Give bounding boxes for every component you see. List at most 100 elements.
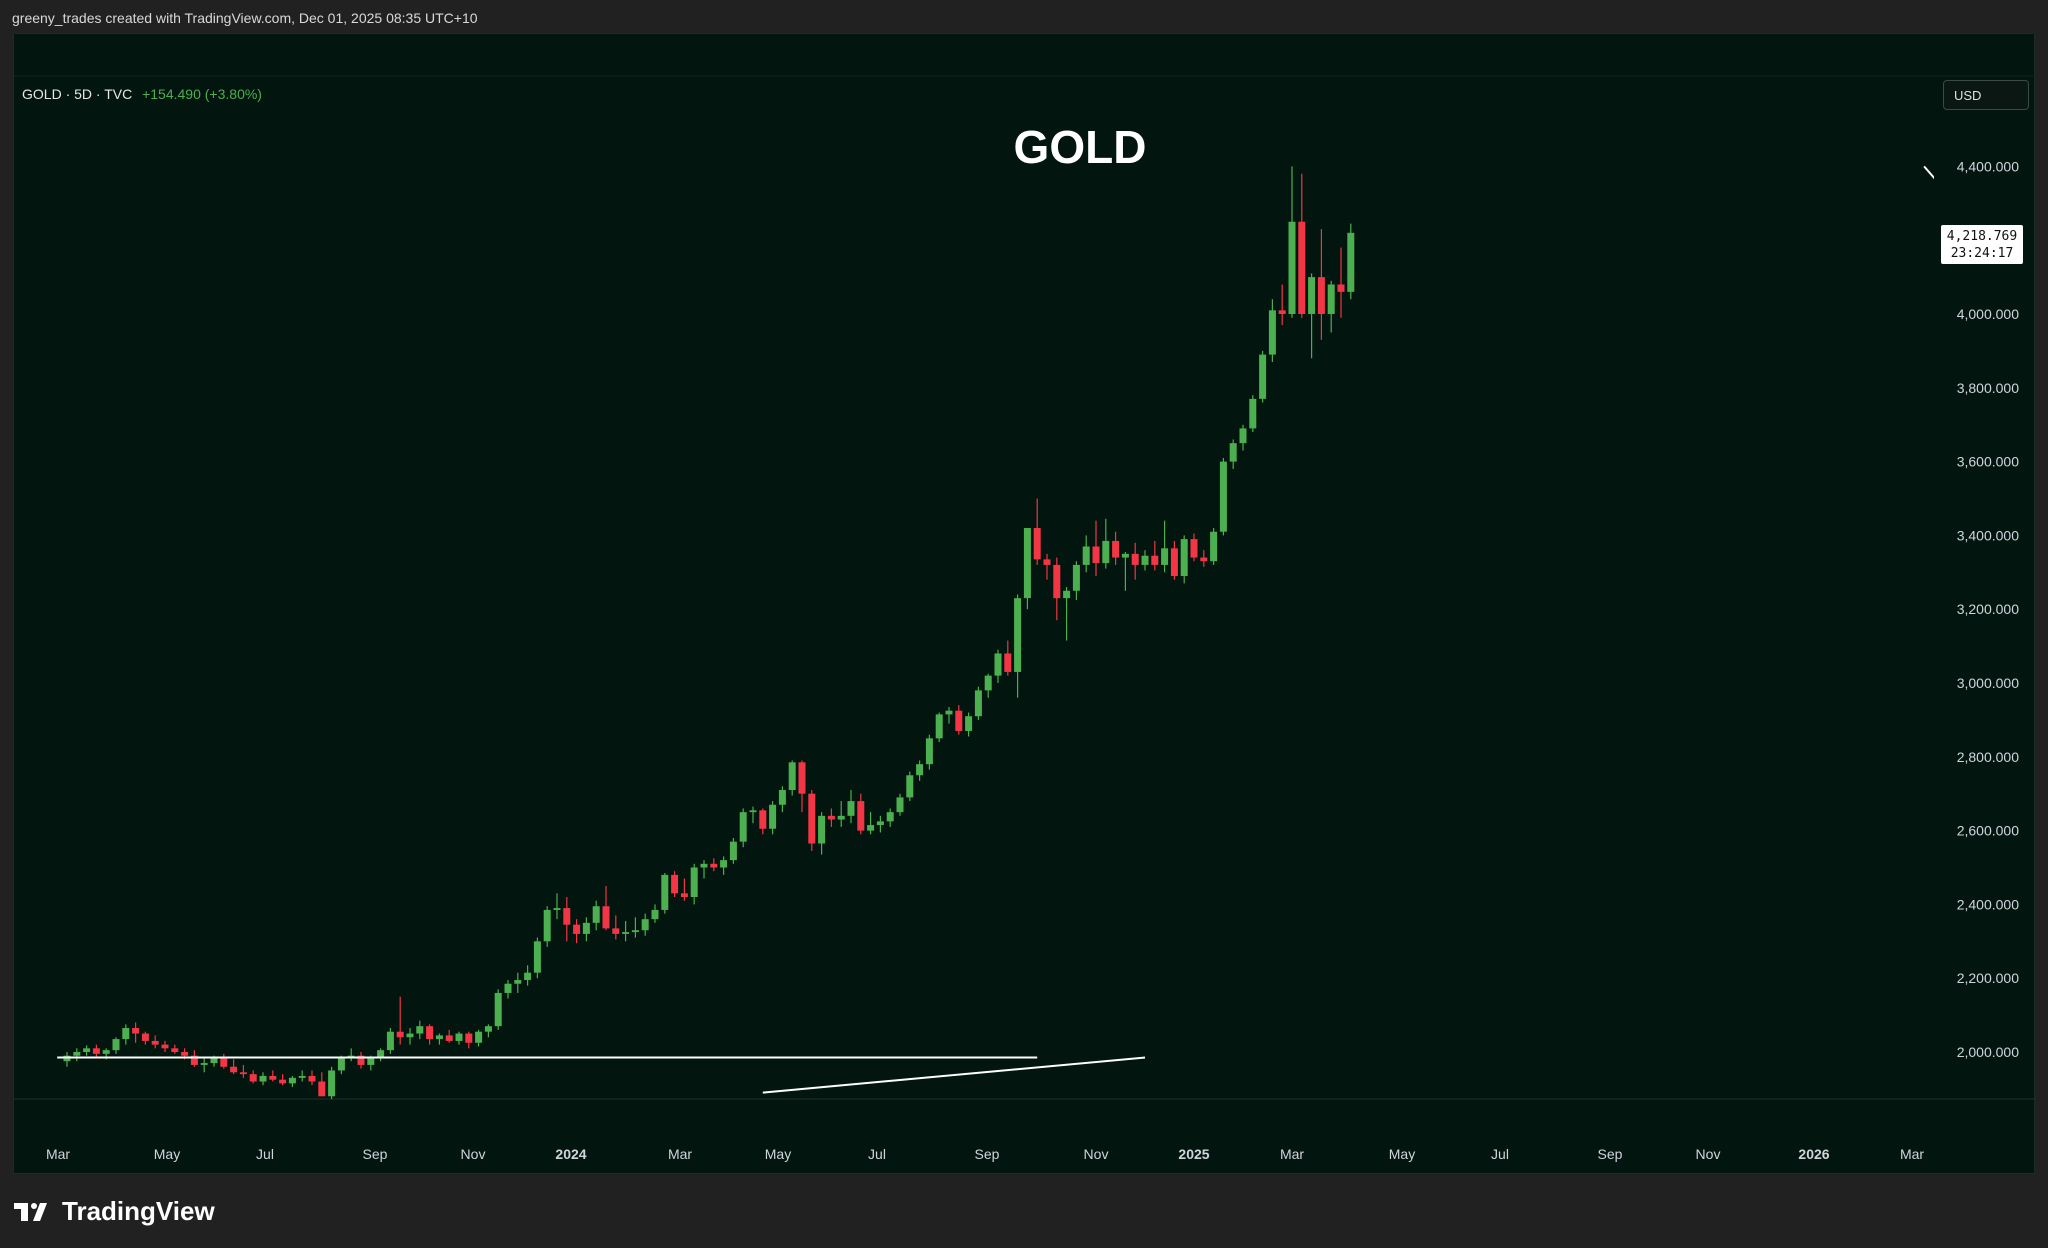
candle-body (965, 716, 973, 731)
x-tick-label: Sep (1598, 1146, 1623, 1162)
y-tick-label: 4,400.000 (1957, 158, 2019, 174)
candle-body (827, 815, 835, 820)
candle-body (896, 797, 904, 813)
x-tick-label: Sep (975, 1146, 1000, 1162)
x-tick-label: May (1389, 1146, 1415, 1162)
x-tick-label: Jul (1491, 1146, 1509, 1162)
x-tick-label: 2026 (1798, 1146, 1829, 1162)
bar-countdown: 23:24:17 (1950, 246, 2014, 261)
candle-body (622, 932, 630, 934)
candle-body (582, 922, 590, 934)
candle-body (925, 738, 933, 765)
candle-body (1259, 354, 1267, 399)
candle-body (739, 812, 747, 842)
candle-body (1102, 540, 1110, 564)
symbol-label: GOLD · 5D · TVC (22, 86, 133, 102)
candle-body (210, 1057, 218, 1064)
x-tick-label: Sep (363, 1146, 388, 1162)
candle-body (788, 762, 796, 791)
x-tick-label: Mar (1900, 1146, 1924, 1162)
candle-body (484, 1026, 492, 1032)
candle-body (641, 919, 649, 931)
candle-body (857, 801, 865, 831)
chart-frame[interactable]: 2,000.000 2,200.000 2,400.000 2,600.000 2,80… (13, 33, 2036, 1175)
candle-body (416, 1026, 424, 1034)
candle-body (1170, 548, 1178, 576)
candle-body (1023, 528, 1031, 599)
candle-body (181, 1052, 189, 1056)
candle-body (680, 893, 688, 898)
tradingview-logo-icon (14, 1202, 47, 1221)
candle-body (524, 972, 532, 981)
candle-body (1151, 555, 1159, 565)
y-tick-label: 2,600.000 (1957, 823, 2019, 839)
candle-body (573, 924, 581, 934)
candle-body (690, 867, 698, 898)
price-chart[interactable]: 2,000.000 2,200.000 2,400.000 2,600.000 2,80… (14, 34, 2036, 1175)
candle-body (671, 874, 679, 894)
price-change: +154.490 (+3.80%) (142, 86, 262, 102)
candle-body (475, 1031, 483, 1043)
candle-body (318, 1081, 326, 1097)
candle-body (563, 908, 571, 925)
candle-body (288, 1077, 296, 1084)
candle-body (974, 690, 982, 717)
candle-body (631, 930, 639, 933)
candle-body (602, 906, 610, 929)
y-tick-label: 2,800.000 (1957, 749, 2019, 765)
tradingview-brand[interactable]: TradingView (14, 1196, 215, 1227)
trendline[interactable] (762, 1056, 1146, 1094)
candle-body (700, 863, 708, 868)
symbol-legend[interactable]: GOLD · 5D · TVC +154.490 (+3.80%) (22, 86, 262, 102)
y-tick-label: 2,400.000 (1957, 896, 2019, 912)
candle-body (867, 825, 875, 831)
candle-body (426, 1026, 434, 1040)
candle-body (1014, 598, 1022, 672)
last-price-value: 4,218.769 (1946, 229, 2018, 244)
candle-body (876, 821, 884, 826)
candle-body (769, 804, 777, 829)
x-tick-label: May (154, 1146, 180, 1162)
candle-body (592, 906, 600, 923)
candle-body (1347, 232, 1355, 292)
candle-body (190, 1055, 198, 1065)
candle-body (886, 812, 894, 822)
candle-body (1317, 277, 1325, 314)
candle-body (1063, 590, 1071, 599)
x-tick-label: Mar (668, 1146, 692, 1162)
candle-body (1337, 284, 1345, 292)
candle-body (1121, 553, 1129, 558)
candle-body (1043, 559, 1051, 565)
candle-body (132, 1028, 140, 1034)
candle-body (1327, 284, 1335, 314)
chart-credit: greeny_trades created with TradingView.c… (12, 10, 478, 26)
candle-body (1229, 443, 1237, 462)
candle-body (955, 710, 963, 731)
candle-body (984, 675, 992, 691)
candle-body (553, 908, 561, 910)
y-tick-label: 3,200.000 (1957, 601, 2019, 617)
candle-body (328, 1070, 336, 1097)
candle-body (259, 1075, 267, 1082)
candle-body (239, 1072, 247, 1075)
candle-body (83, 1048, 91, 1052)
candle-body (494, 992, 502, 1027)
candles-group (57, 165, 1934, 1099)
candle-body (778, 790, 786, 805)
candle-body (612, 928, 620, 934)
candle-body (1249, 398, 1257, 429)
candle-body (1210, 531, 1218, 562)
candle-body (308, 1075, 316, 1082)
candle-body (1053, 564, 1061, 599)
candle-body (1239, 428, 1247, 444)
candle-body (386, 1031, 394, 1051)
currency-selector[interactable]: USD (1943, 80, 2029, 110)
candle-body (435, 1035, 443, 1040)
candle-body (935, 714, 943, 739)
candle-body (661, 874, 669, 910)
x-tick-label: Jul (256, 1146, 274, 1162)
candle-body (1219, 461, 1227, 532)
candle-body (161, 1044, 169, 1049)
candle-body (337, 1057, 345, 1071)
candle-body (847, 801, 855, 816)
